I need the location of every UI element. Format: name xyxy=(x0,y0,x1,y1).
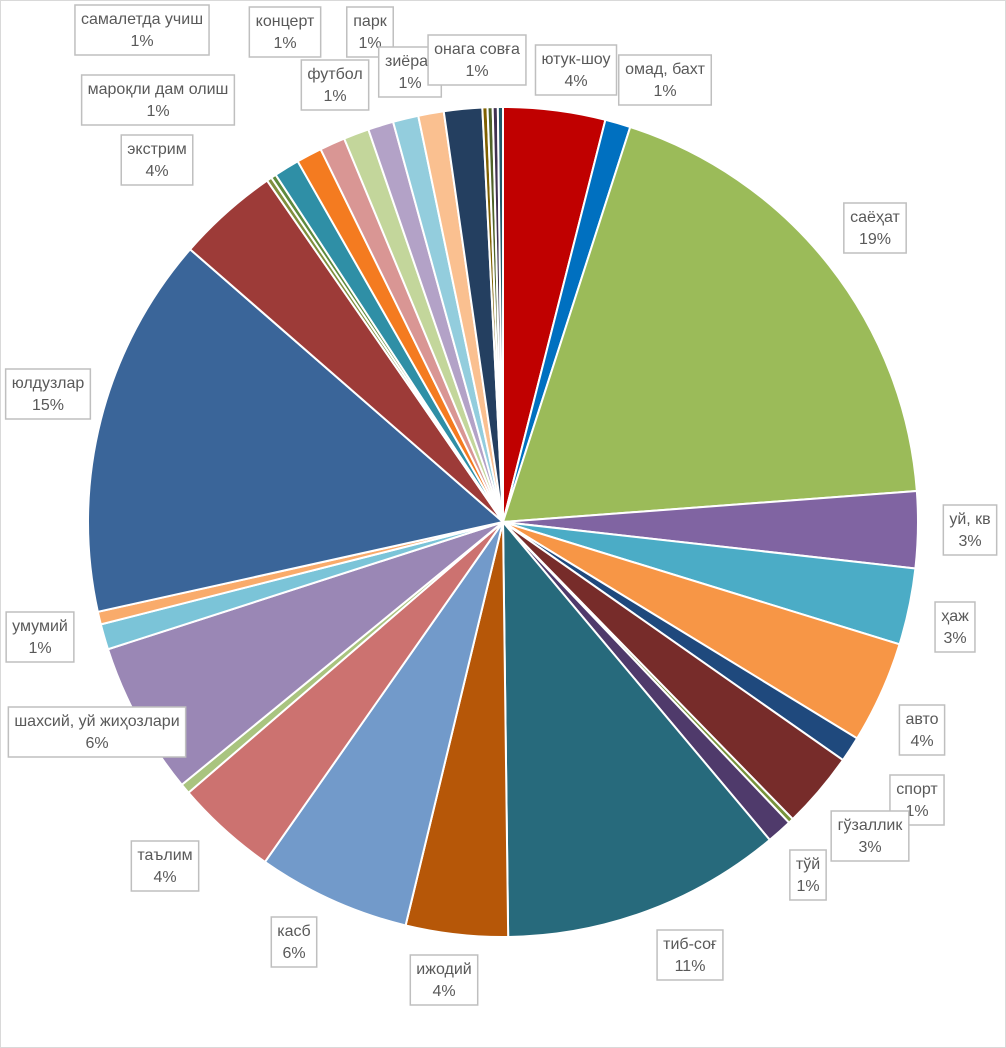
label-box xyxy=(130,840,200,892)
label-value: 4% xyxy=(153,869,176,886)
pie-slice xyxy=(263,521,504,927)
label-value: 1% xyxy=(905,803,928,820)
data-label: саёҳат 19% xyxy=(843,202,907,254)
label-category: тўй xyxy=(796,856,820,873)
label-box xyxy=(300,59,370,111)
label-box xyxy=(789,849,827,901)
label-category: уй, кв xyxy=(949,511,990,528)
data-label: таълим 4% xyxy=(130,840,200,892)
label-value: 1% xyxy=(398,75,421,92)
label-box xyxy=(4,368,92,420)
pie-slice xyxy=(496,105,504,523)
data-label: онага совға 1% xyxy=(427,34,527,86)
label-category: футбол xyxy=(307,66,362,83)
label-value: 6% xyxy=(85,735,108,752)
label-box xyxy=(942,504,998,556)
label-value: 1% xyxy=(465,63,488,80)
pie xyxy=(87,105,920,938)
label-value: 1% xyxy=(146,103,169,120)
label-category: касб xyxy=(277,923,310,940)
label-box xyxy=(248,6,322,58)
label-value: 3% xyxy=(858,839,881,856)
label-category: шахсий, уй жиҳозлари xyxy=(14,713,179,730)
label-value: 11% xyxy=(675,958,706,975)
label-value: 6% xyxy=(282,945,305,962)
label-box xyxy=(934,601,976,653)
data-label: юлдузлар 15% xyxy=(4,368,92,420)
label-value: 1% xyxy=(358,35,381,52)
label-category: юлдузлар xyxy=(12,375,85,392)
label-category: спорт xyxy=(896,781,938,798)
label-value: 3% xyxy=(958,533,981,550)
pie-slice xyxy=(501,519,772,938)
label-box xyxy=(80,74,236,126)
data-label: шахсий, уй жиҳозлари 6% xyxy=(7,706,187,758)
label-category: тиб-соғ xyxy=(663,936,717,953)
label-box xyxy=(5,611,75,663)
label-box xyxy=(534,44,618,96)
label-category: омад, бахт xyxy=(625,61,706,78)
label-box xyxy=(830,810,910,862)
data-label: самалетда учиш 1% xyxy=(74,4,210,56)
label-box xyxy=(7,706,187,758)
data-label: тўй 1% xyxy=(789,849,827,901)
data-label: гўзаллик 3% xyxy=(830,810,910,862)
label-category: авто xyxy=(905,711,938,728)
label-category: ҳаж xyxy=(941,608,969,625)
label-value: 3% xyxy=(943,630,966,647)
data-label: умумий 1% xyxy=(5,611,75,663)
data-label: омад, бахт 1% xyxy=(617,54,713,106)
data-label: концерт 1% xyxy=(248,6,322,58)
data-label: мароқли дам олиш 1% xyxy=(80,74,236,126)
label-category: ютук-шоу xyxy=(541,51,610,68)
label-category: таълим xyxy=(137,847,192,864)
label-category: концерт xyxy=(256,13,315,30)
label-value: 4% xyxy=(910,733,933,750)
label-value: 1% xyxy=(323,88,346,105)
label-box xyxy=(427,34,527,86)
label-box xyxy=(74,4,210,56)
pie-slice xyxy=(87,247,506,614)
data-label: ҳаж 3% xyxy=(934,601,976,653)
data-label: ютук-шоу 4% xyxy=(534,44,618,96)
data-label: экстрим 4% xyxy=(120,134,194,186)
label-box xyxy=(617,54,713,106)
data-label: касб 6% xyxy=(270,916,318,968)
label-category: мароқли дам олиш xyxy=(88,81,229,98)
label-value: 4% xyxy=(564,73,587,90)
label-category: онага совға xyxy=(434,41,520,58)
label-box xyxy=(409,954,479,1006)
label-category: самалетда учиш xyxy=(81,11,203,28)
label-box xyxy=(843,202,907,254)
data-label: авто 4% xyxy=(898,704,946,756)
label-category: ижодий xyxy=(416,961,471,978)
pie-slice xyxy=(501,125,918,524)
label-box xyxy=(656,929,724,981)
label-value: 1% xyxy=(273,35,296,52)
label-value: 1% xyxy=(796,878,819,895)
label-category: саёҳат xyxy=(850,209,900,226)
label-value: 4% xyxy=(145,163,168,180)
label-box xyxy=(898,704,946,756)
label-value: 15% xyxy=(32,397,64,414)
label-value: 1% xyxy=(28,640,51,657)
data-label: футбол 1% xyxy=(300,59,370,111)
label-value: 1% xyxy=(653,83,676,100)
label-category: экстрим xyxy=(127,141,187,158)
label-value: 19% xyxy=(859,231,891,248)
data-label: ижодий 4% xyxy=(409,954,479,1006)
data-label: тиб-соғ 11% xyxy=(656,929,724,981)
data-label: уй, кв 3% xyxy=(942,504,998,556)
label-category: умумий xyxy=(12,618,68,635)
label-category: парк xyxy=(353,13,387,30)
label-value: 4% xyxy=(432,983,455,1000)
label-category: зиёрат xyxy=(385,53,436,70)
label-box xyxy=(120,134,194,186)
label-value: 1% xyxy=(130,33,153,50)
data-label: парк 1% xyxy=(346,6,394,58)
label-category: гўзаллик xyxy=(838,817,904,834)
label-box xyxy=(270,916,318,968)
